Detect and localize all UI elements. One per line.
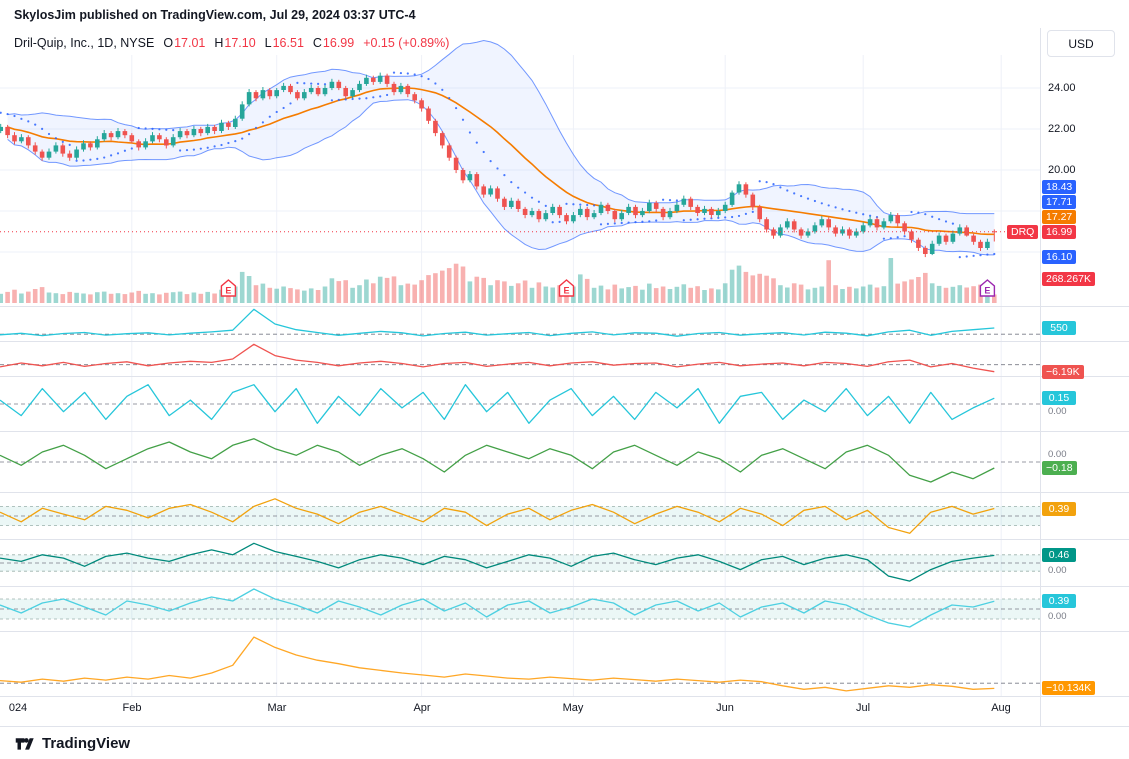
time-axis: 024 Feb Mar Apr May Jun Jul Aug [0,697,1129,726]
symbol-legend[interactable]: Dril-Quip, Inc., 1D, NYSE O 17.01 H 17.10 … [14,36,449,50]
svg-text:E: E [984,286,990,296]
footer-bar: TradingView [0,727,1129,759]
price-label-ma: 17.27 [1042,210,1077,224]
time-axis-label: Feb [122,702,142,714]
earnings-marker [979,279,996,297]
time-axis-label: May [562,702,584,714]
zero-value-label: 0.00 [1048,611,1067,622]
symbol-title: Dril-Quip, Inc., 1D, NYSE [14,36,155,50]
indicator-value-label: −6.19K [1042,365,1084,379]
zero-value-label: 0.00 [1048,449,1067,460]
price-label-sar: 17.71 [1042,195,1077,209]
indicator-value-label: 0.46 [1042,548,1076,562]
price-label-band-upper: 18.43 [1042,180,1077,194]
zero-value-label: 0.00 [1048,406,1067,417]
time-axis-label: Jul [855,702,871,714]
indicator-value-label: 0.39 [1042,502,1076,516]
price-tick: 24.00 [1048,82,1076,94]
publisher-line: SkylosJim published on TradingView.com, … [14,8,416,22]
earnings-marker [220,279,237,297]
indicator-value-label: 550 [1042,321,1076,335]
time-axis-label: Apr [413,702,431,714]
price-label-last: 16.99 [1042,225,1077,239]
brand-name[interactable]: TradingView [42,734,131,752]
price-tick: 22.00 [1048,123,1076,135]
currency-button[interactable]: USD [1047,30,1115,57]
open-value: O 17.01 [163,36,206,50]
time-axis-label: Aug [991,702,1011,714]
price-tick: 20.00 [1048,164,1076,176]
tradingview-logo-icon[interactable] [14,733,35,754]
time-axis-label: Mar [267,702,287,714]
change-value: +0.15 (+0.89%) [363,36,450,50]
indicator-value-label: −10.134K [1042,681,1096,695]
low-value: L 16.51 [264,36,304,50]
earnings-marker [558,279,575,297]
time-axis-label: Jun [716,702,734,714]
price-label-band-lower: 16.10 [1042,250,1077,264]
indicator-value-label: 0.15 [1042,391,1076,405]
svg-text:E: E [563,286,569,296]
high-value: H 17.10 [214,36,256,50]
svg-text:E: E [225,286,231,296]
symbol-price-tag: DRQ [1007,225,1039,239]
time-axis-label: 024 [8,702,28,714]
volume-label: 268.267K [1042,272,1095,286]
close-value: C 16.99 [312,36,355,50]
indicator-value-label: 0.39 [1042,594,1076,608]
indicator-value-label: −0.18 [1042,461,1077,475]
zero-value-label: 0.00 [1048,565,1067,576]
